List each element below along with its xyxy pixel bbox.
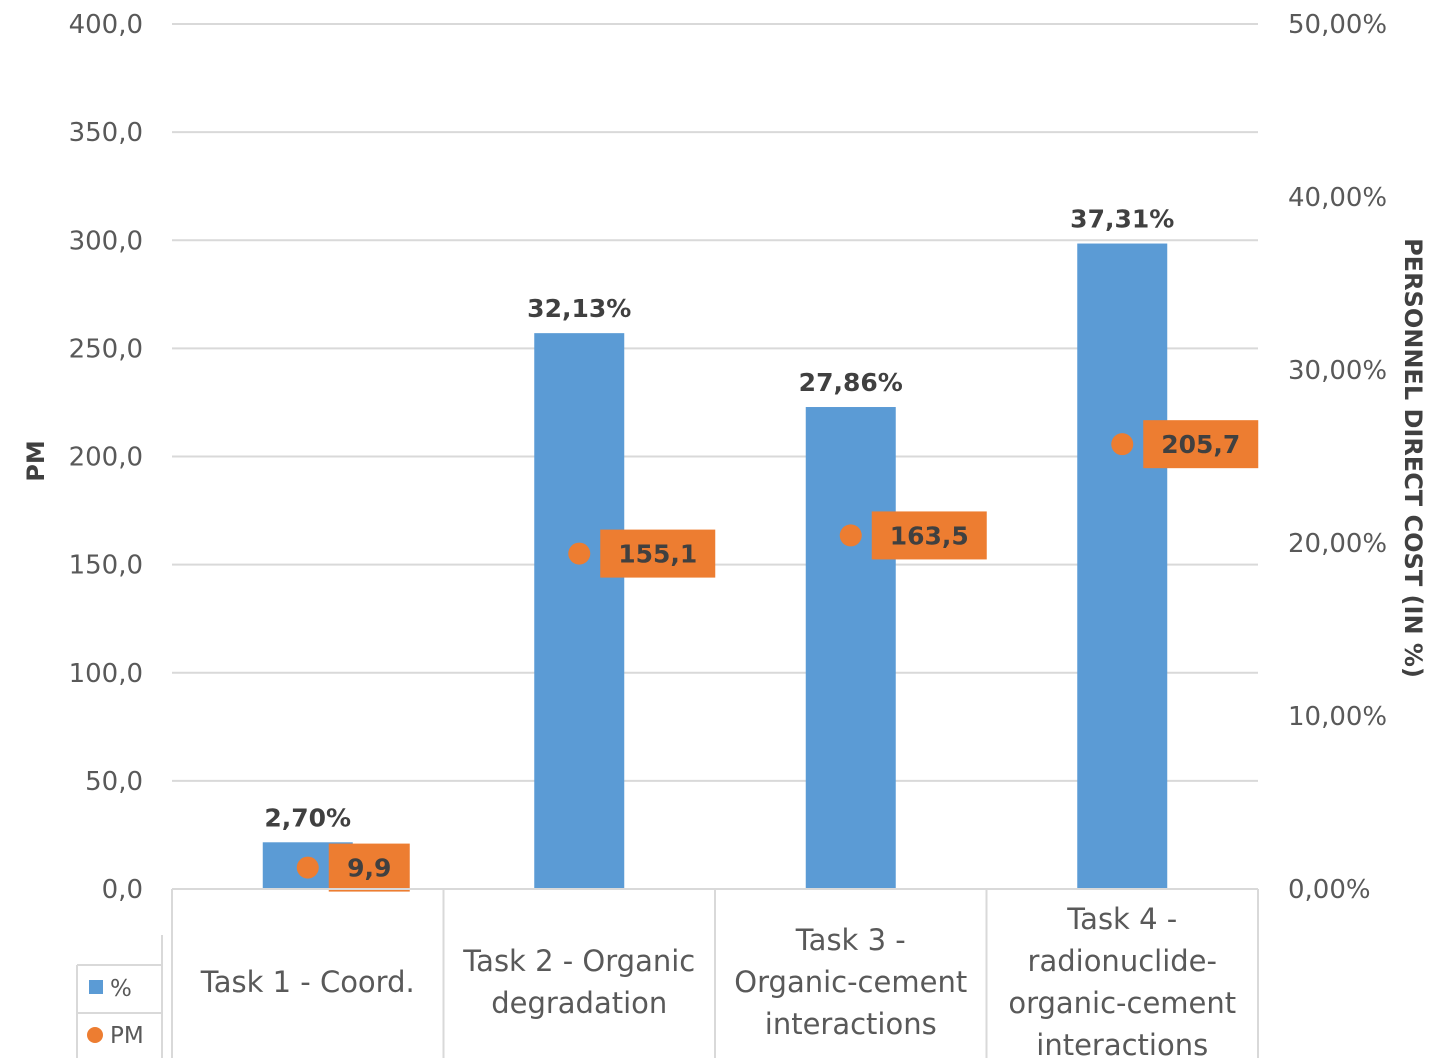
y-tick-label: 350,0 xyxy=(69,118,143,148)
pm-label-box xyxy=(600,529,716,578)
pm-label-box xyxy=(328,843,410,892)
y2-tick-label: 0,00% xyxy=(1288,875,1371,905)
legend-label: % xyxy=(110,976,132,1002)
bar xyxy=(534,333,625,889)
pm-point xyxy=(568,542,591,565)
bar-data-label: 32,13% xyxy=(527,294,631,323)
y-tick-label: 0,0 xyxy=(102,875,143,905)
bar-data-label: 37,31% xyxy=(1070,205,1174,234)
category-label: Task 1 - Coord. xyxy=(200,965,415,999)
y2-tick-label: 50,00% xyxy=(1288,10,1387,40)
y-tick-label: 150,0 xyxy=(69,551,143,581)
category-label: interactions xyxy=(1036,1028,1208,1058)
category-label: interactions xyxy=(765,1007,937,1041)
category-label: organic-cement xyxy=(1008,986,1236,1020)
left-axis-ticks: 0,0 50,0 100,0 150,0 200,0 250,0 300,0 350,0 400… xyxy=(69,10,143,905)
bar xyxy=(1077,243,1168,890)
pm-data-label: 9,9 xyxy=(347,854,391,883)
category-label: Task 4 - xyxy=(1066,902,1177,936)
legend-label: PM xyxy=(110,1023,144,1049)
pm-data-label: 163,5 xyxy=(890,521,969,550)
bar-data-label: 27,86% xyxy=(799,368,903,397)
y2-axis-title: PERSONNEL DIRECT COST (IN %) xyxy=(1399,238,1427,678)
y-tick-label: 50,0 xyxy=(85,767,143,797)
y-tick-label: 100,0 xyxy=(69,659,143,689)
category-label: degradation xyxy=(491,986,667,1020)
pm-point xyxy=(296,856,319,879)
bar-series: 2,70% 32,13% 27,86% 37,31% xyxy=(262,205,1174,890)
bar-data-label: 2,70% xyxy=(264,803,351,832)
y2-tick-label: 40,00% xyxy=(1288,183,1387,213)
y-axis-title: PM xyxy=(22,440,50,481)
pm-label-box xyxy=(871,511,987,560)
pm-point xyxy=(839,524,862,547)
legend: % PM xyxy=(76,935,163,1058)
legend-swatch-point xyxy=(87,1027,103,1043)
pm-series: 9,9 155,1 163,5 205,7 xyxy=(296,420,1259,892)
y-tick-label: 250,0 xyxy=(69,334,143,364)
bar xyxy=(805,407,896,889)
right-axis-ticks: 0,00% 10,00% 20,00% 30,00% 40,00% 50,00% xyxy=(1288,10,1387,905)
pm-data-label: 205,7 xyxy=(1161,430,1240,459)
pm-point xyxy=(1111,433,1134,456)
y2-tick-label: 10,00% xyxy=(1288,702,1387,732)
y2-tick-label: 30,00% xyxy=(1288,356,1387,386)
pm-data-label: 155,1 xyxy=(618,540,697,569)
category-table: Task 1 - Coord. Task 2 - Organic degradati… xyxy=(171,888,1259,1058)
y-tick-label: 400,0 xyxy=(69,10,143,40)
category-label: radionuclide- xyxy=(1028,944,1217,978)
y-tick-label: 300,0 xyxy=(69,226,143,256)
category-label: Organic-cement xyxy=(734,965,967,999)
category-label: Task 3 - xyxy=(795,923,906,957)
y2-tick-label: 20,00% xyxy=(1288,529,1387,559)
y-tick-label: 200,0 xyxy=(69,443,143,473)
legend-swatch-bar xyxy=(89,980,103,994)
pm-label-box xyxy=(1143,420,1259,469)
category-label: Task 2 - Organic xyxy=(462,944,695,978)
